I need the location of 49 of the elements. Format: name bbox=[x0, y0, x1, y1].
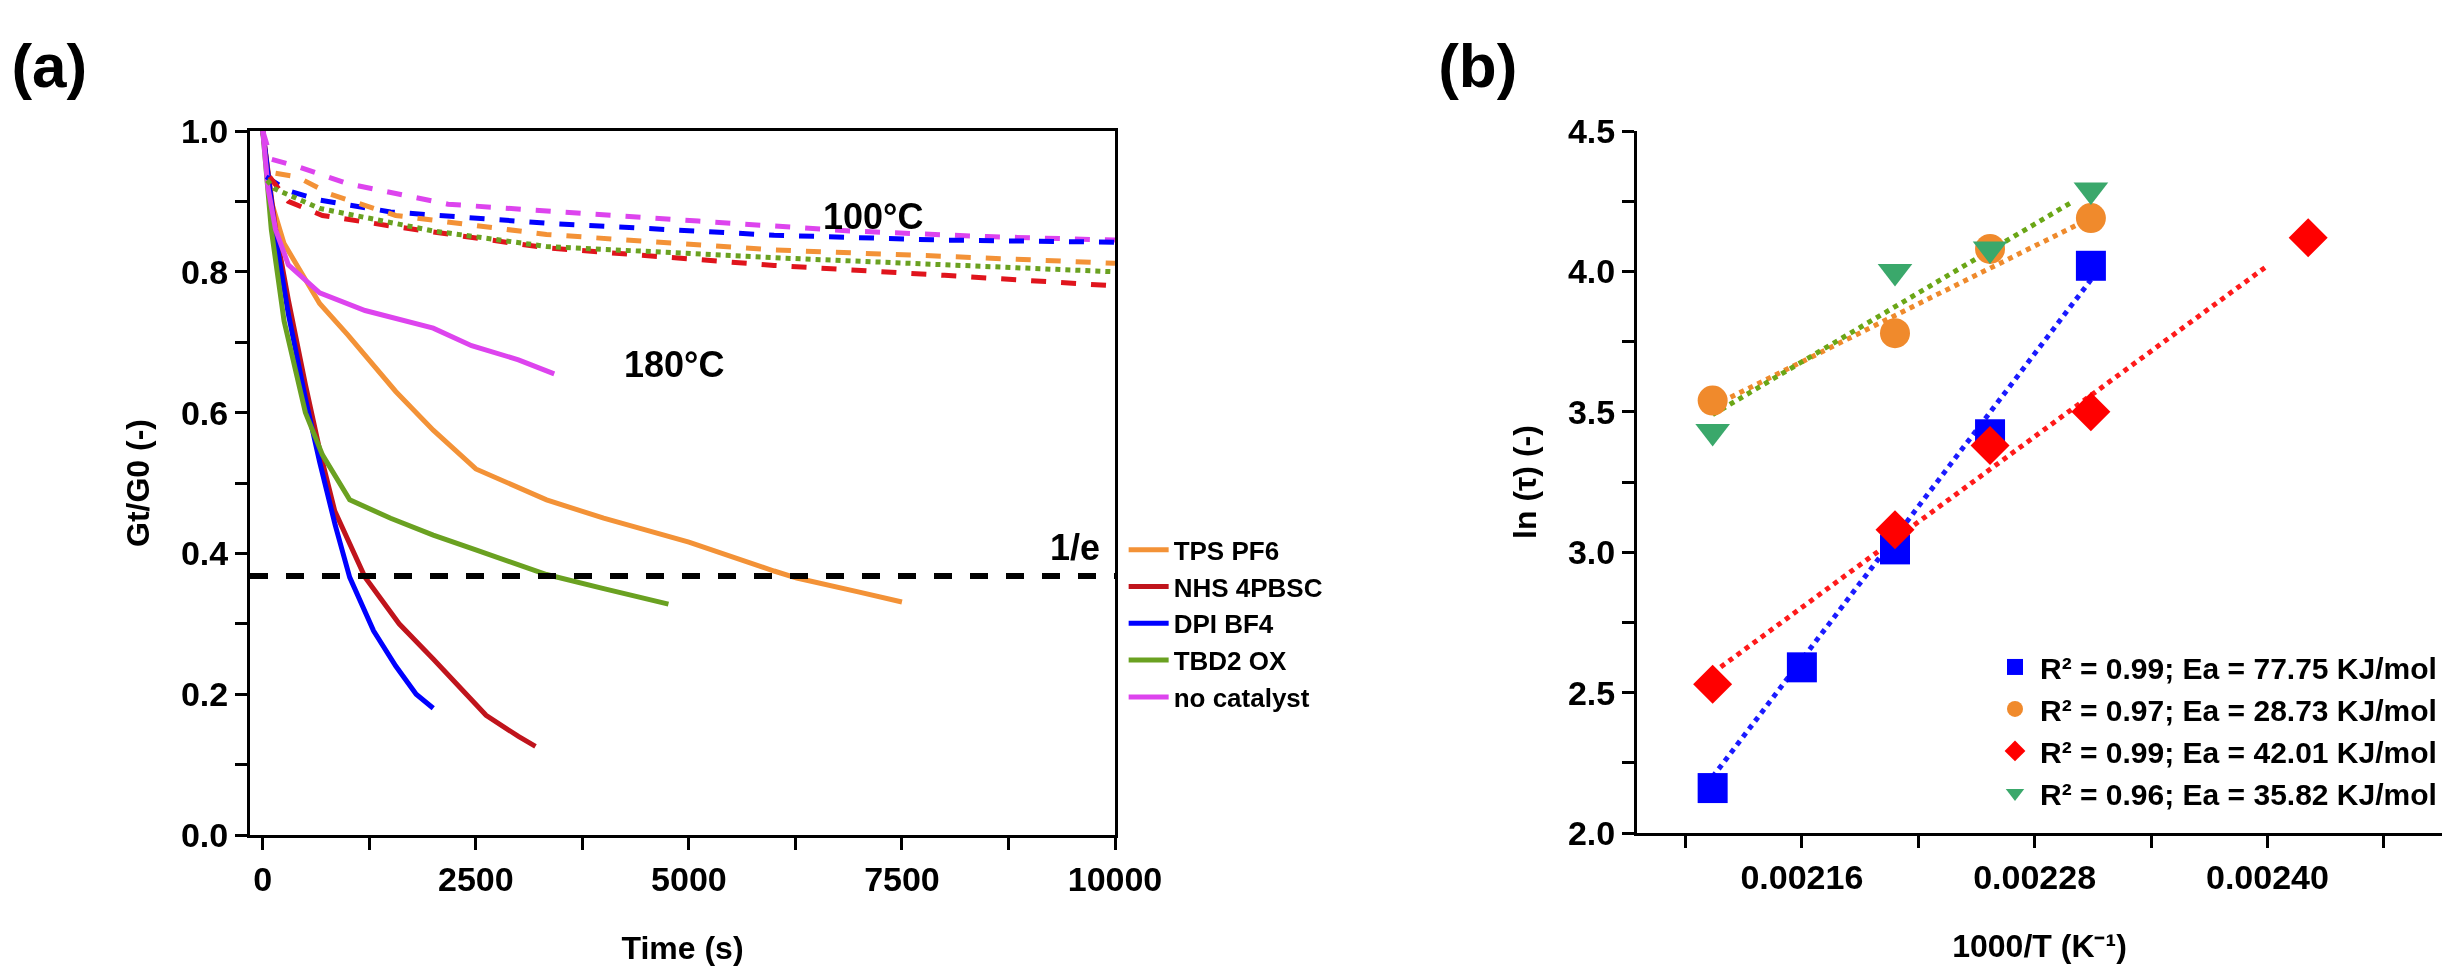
y-tick-label: 0.8 bbox=[180, 252, 229, 291]
y-axis-title: ln (τ) (-) bbox=[1507, 425, 1544, 539]
chart-title: (a) bbox=[11, 31, 88, 101]
y-tick-label: 3.5 bbox=[1567, 392, 1616, 431]
legend-label: TPS PF6 bbox=[1173, 535, 1280, 566]
ref-line-label: 1/e bbox=[1050, 527, 1101, 568]
x-tick-label: 0 bbox=[253, 859, 273, 898]
y-tick-label: 0.4 bbox=[180, 534, 229, 573]
y-tick-label: 0.2 bbox=[180, 675, 229, 714]
point bbox=[1880, 318, 1910, 349]
x-tick-label: 7500 bbox=[864, 859, 940, 898]
x-tick-label: 0.00228 bbox=[1973, 857, 2097, 896]
chart-title: (b) bbox=[1438, 31, 1518, 101]
legend-label: no catalyst bbox=[1173, 683, 1310, 714]
point bbox=[1875, 510, 1915, 550]
annotation: 180°C bbox=[624, 344, 725, 385]
x-tick-label: 5000 bbox=[651, 859, 727, 898]
legend-label: R² = 0.99; Ea = 42.01 KJ/mol bbox=[2040, 735, 2437, 769]
legend-label: DPI BF4 bbox=[1173, 609, 1274, 640]
x-axis-title: 1000/T (K⁻¹) bbox=[1952, 927, 2127, 964]
x-tick-label: 0.00216 bbox=[1740, 857, 1864, 896]
y-tick-label: 4.0 bbox=[1567, 252, 1616, 291]
legend-label: R² = 0.99; Ea = 77.75 KJ/mol bbox=[2040, 651, 2437, 685]
y-tick-label: 0.0 bbox=[180, 815, 229, 854]
legend-label: TBD2 OX bbox=[1173, 646, 1287, 677]
y-tick-label: 2.5 bbox=[1567, 673, 1616, 712]
point bbox=[1697, 385, 1728, 416]
point bbox=[2071, 392, 2111, 432]
y-tick-label: 0.6 bbox=[180, 393, 229, 432]
point bbox=[2288, 218, 2328, 258]
y-axis-title: Gt/G0 (-) bbox=[120, 419, 157, 547]
x-axis-title: Time (s) bbox=[621, 929, 744, 966]
point bbox=[1693, 664, 1733, 704]
legend-label: R² = 0.97; Ea = 28.73 KJ/mol bbox=[2040, 693, 2437, 727]
point bbox=[1697, 773, 1728, 804]
point bbox=[1970, 426, 2010, 465]
point bbox=[2075, 203, 2106, 234]
annotation: 100°C bbox=[823, 196, 924, 237]
y-tick-label: 3.0 bbox=[1567, 533, 1616, 572]
y-tick-label: 4.5 bbox=[1567, 111, 1616, 150]
legend-label: NHS 4PBSC bbox=[1173, 572, 1323, 603]
point bbox=[1786, 652, 1817, 683]
y-tick-label: 1.0 bbox=[180, 111, 229, 150]
x-tick-label: 0.00240 bbox=[2205, 857, 2329, 896]
x-tick-label: 10000 bbox=[1067, 859, 1163, 898]
y-tick-label: 2.0 bbox=[1567, 813, 1616, 852]
x-tick-label: 2500 bbox=[438, 859, 514, 898]
legend-label: R² = 0.96; Ea = 35.82 KJ/mol bbox=[2040, 777, 2437, 811]
point bbox=[2075, 250, 2106, 281]
